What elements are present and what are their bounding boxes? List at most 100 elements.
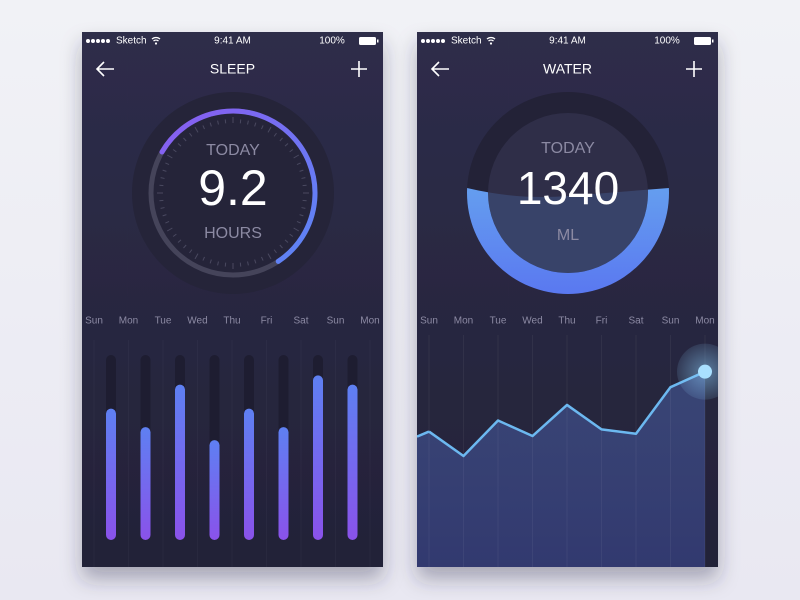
day-label: Thu <box>223 316 240 327</box>
day-label: Wed <box>187 316 207 327</box>
screen-content: Sketch 9:41 AM 100% WATER TODAY 1340 ML Sun Mon T… <box>417 36 718 567</box>
signal-dot <box>106 39 110 43</box>
gauge-tick <box>189 132 193 137</box>
carrier: Sketch <box>116 36 147 47</box>
day-label: Wed <box>522 316 542 327</box>
bar <box>140 427 151 540</box>
gauge-tick <box>217 261 219 266</box>
battery-level: 100% <box>319 36 345 47</box>
gauge-tick <box>217 120 219 125</box>
day-label: Mon <box>119 316 138 327</box>
gauge-tick <box>293 154 300 159</box>
gauge-tick <box>284 239 289 243</box>
gauge-tick <box>296 162 301 165</box>
gauge-tick <box>247 261 249 266</box>
back-button[interactable] <box>95 61 114 77</box>
gauge-tick <box>166 227 173 232</box>
gauge-tick <box>160 207 165 209</box>
gauge-tick <box>172 233 177 237</box>
gauge-tick <box>209 259 212 264</box>
gauge-tick <box>279 244 283 249</box>
highlight-point[interactable] <box>698 364 712 379</box>
phone-screen: Sketch 9:41 AM 100% WATER TODAY 1340 ML Sun Mon T… <box>417 32 718 567</box>
stat-label: TODAY <box>206 142 260 159</box>
wifi-dot <box>489 42 493 45</box>
signal-dot <box>436 39 440 43</box>
gauge-tick <box>247 120 249 125</box>
back-button[interactable] <box>430 61 449 77</box>
wifi-icon <box>486 36 496 42</box>
battery-tip <box>377 39 379 43</box>
day-label: Thu <box>558 316 575 327</box>
signal-dot <box>426 39 430 43</box>
gauge-tick <box>267 253 272 260</box>
stat-value: 9.2 <box>198 160 268 216</box>
gauge-tick <box>160 177 165 179</box>
bar <box>244 408 254 540</box>
gauge-disc <box>132 92 334 294</box>
gauge-tick <box>261 125 264 130</box>
day-label: Mon <box>360 316 379 327</box>
chart <box>417 335 718 567</box>
gauge-tick <box>172 149 177 153</box>
gauge-tick <box>261 256 264 261</box>
gauge-tick <box>194 253 199 260</box>
bar <box>175 384 185 540</box>
chart <box>106 355 358 540</box>
gauge-tick <box>299 169 304 172</box>
add-button[interactable] <box>351 61 367 77</box>
battery-level: 100% <box>654 36 680 47</box>
signal-dot <box>91 39 95 43</box>
gauge-progress <box>159 108 318 264</box>
gauge-tick <box>165 162 170 165</box>
gauge-tick <box>254 122 257 127</box>
gauge-tick <box>202 125 205 130</box>
screen-title: SLEEP <box>210 61 255 77</box>
clock: 9:41 AM <box>549 36 586 47</box>
gauge-tick <box>284 143 289 147</box>
bar <box>313 375 323 540</box>
gauge-tick <box>166 154 173 159</box>
bar <box>209 440 220 540</box>
wifi-icon <box>151 36 161 42</box>
day-label: Tue <box>490 316 507 327</box>
gauge-tick <box>189 249 193 254</box>
gauge-tick <box>279 137 283 142</box>
gauge-inner <box>488 113 648 273</box>
signal-dot <box>431 39 435 43</box>
gauge-tick <box>273 249 277 254</box>
day-label: Fri <box>261 316 273 327</box>
stat-unit: ML <box>557 227 579 244</box>
signal-dot <box>441 39 445 43</box>
signal-dot <box>101 39 105 43</box>
day-label: Mon <box>695 316 714 327</box>
gauge-tick <box>293 227 300 232</box>
gauge-tick <box>289 233 294 237</box>
gauge-tick <box>165 221 170 224</box>
gauge-tick <box>301 177 306 179</box>
battery-icon <box>694 37 711 45</box>
gauge-tick <box>273 132 277 137</box>
day-label: Sun <box>662 316 680 327</box>
stat-value: 1340 <box>517 162 619 214</box>
day-label: Sun <box>85 316 103 327</box>
gauge-tick <box>202 256 205 261</box>
screen-title: WATER <box>543 61 592 77</box>
bar <box>347 384 358 540</box>
signal-dot <box>421 39 425 43</box>
day-label: Sun <box>420 316 438 327</box>
gauge-tick <box>162 169 167 172</box>
add-button[interactable] <box>686 61 702 77</box>
clock: 9:41 AM <box>214 36 251 47</box>
gauge-tick <box>177 143 182 147</box>
day-label: Mon <box>454 316 473 327</box>
highlight-glow <box>677 343 718 400</box>
gauge-tick <box>301 207 306 209</box>
day-label: Sun <box>327 316 345 327</box>
stat-label: TODAY <box>541 140 595 157</box>
battery-tip <box>712 39 714 43</box>
